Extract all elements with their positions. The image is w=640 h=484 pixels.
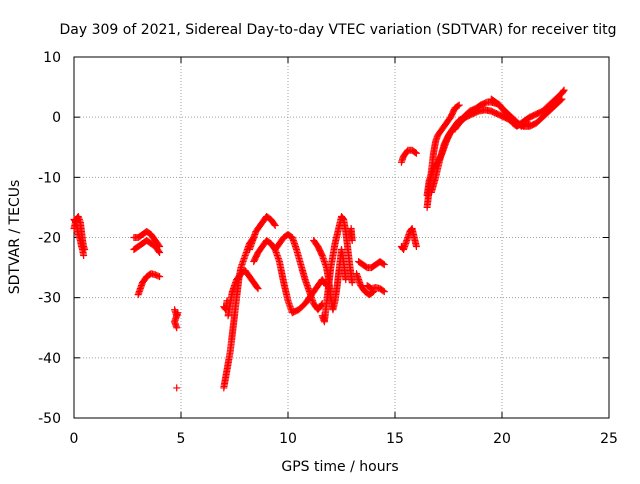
data-point xyxy=(253,283,261,291)
x-tick-label: 15 xyxy=(386,431,404,447)
data-point xyxy=(173,384,181,392)
data-point xyxy=(270,220,278,228)
data-point xyxy=(81,246,89,254)
data-point xyxy=(411,149,419,157)
y-tick-label: -20 xyxy=(38,231,61,247)
x-tick-label: 5 xyxy=(177,431,186,447)
data-point xyxy=(380,288,388,296)
data-point xyxy=(379,260,387,268)
data-point xyxy=(557,96,565,104)
data-point xyxy=(156,249,164,257)
data-point xyxy=(348,279,356,287)
y-tick-label: -10 xyxy=(38,170,61,186)
data-point xyxy=(254,285,262,293)
y-tick-label: -50 xyxy=(38,411,61,427)
x-tick-label: 20 xyxy=(493,431,511,447)
data-points xyxy=(70,86,568,392)
data-point xyxy=(412,243,420,251)
data-point xyxy=(454,102,462,110)
data-point xyxy=(412,149,420,157)
data-point xyxy=(560,86,568,94)
y-tick-label: 10 xyxy=(43,50,61,66)
y-tick-label: -40 xyxy=(38,351,61,367)
data-point xyxy=(455,101,463,109)
axis-ticks: 0 5 10 15 20 25 -50 -40 -30 -20 -10 0 10 xyxy=(38,50,618,447)
data-point xyxy=(156,273,164,281)
data-point xyxy=(347,224,355,232)
data-point xyxy=(80,252,88,260)
data-point xyxy=(173,324,181,332)
x-tick-label: 0 xyxy=(70,431,79,447)
data-point xyxy=(380,261,388,269)
data-point xyxy=(154,272,162,280)
x-tick-label: 10 xyxy=(279,431,297,447)
chart-title: Day 309 of 2021, Sidereal Day-to-day VTE… xyxy=(60,22,617,38)
data-point xyxy=(559,87,567,95)
data-point xyxy=(558,95,566,103)
x-tick-label: 25 xyxy=(600,431,618,447)
y-axis-label: SDTVAR / TECUs xyxy=(7,180,23,295)
data-point xyxy=(379,287,387,295)
data-point xyxy=(223,297,231,305)
x-axis-label: GPS time / hours xyxy=(281,459,398,475)
y-tick-label: 0 xyxy=(52,110,61,126)
data-point xyxy=(155,247,163,255)
data-point xyxy=(271,221,279,229)
y-tick-label: -30 xyxy=(38,291,61,307)
data-point xyxy=(342,276,350,284)
